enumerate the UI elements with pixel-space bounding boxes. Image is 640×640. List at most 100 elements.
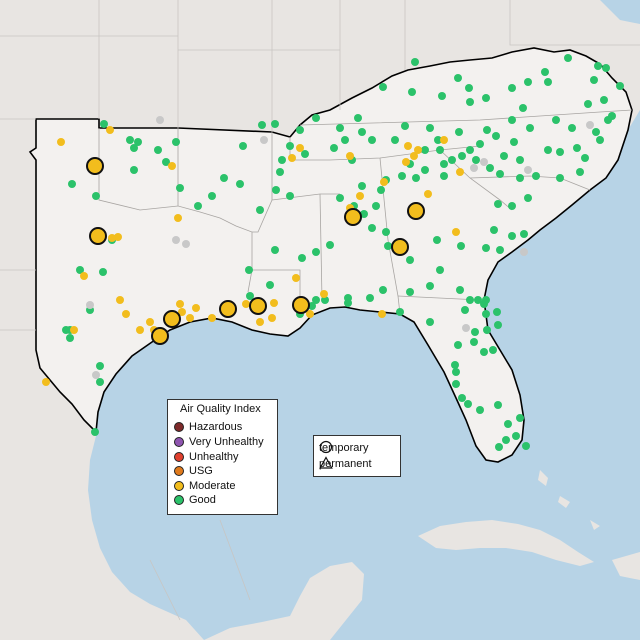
monitor-marker-good[interactable] bbox=[76, 266, 84, 274]
monitor-marker-good[interactable] bbox=[556, 148, 564, 156]
monitor-marker-good[interactable] bbox=[552, 116, 560, 124]
monitor-marker-good[interactable] bbox=[382, 228, 390, 236]
monitor-marker-moderate[interactable] bbox=[270, 299, 278, 307]
monitor-marker-moderate[interactable] bbox=[114, 233, 122, 241]
monitor-marker-good[interactable] bbox=[456, 286, 464, 294]
monitor-marker-moderate[interactable] bbox=[116, 296, 124, 304]
monitor-marker-good[interactable] bbox=[519, 104, 527, 112]
monitor-marker-good[interactable] bbox=[126, 136, 134, 144]
monitor-marker-good[interactable] bbox=[406, 288, 414, 296]
monitor-marker-good[interactable] bbox=[172, 138, 180, 146]
monitor-marker-good[interactable] bbox=[510, 138, 518, 146]
monitor-marker-nodata[interactable] bbox=[260, 136, 268, 144]
monitor-marker-good[interactable] bbox=[298, 254, 306, 262]
monitor-marker-good[interactable] bbox=[458, 394, 466, 402]
monitor-marker-good[interactable] bbox=[96, 362, 104, 370]
monitor-marker-good[interactable] bbox=[596, 136, 604, 144]
monitor-marker-good[interactable] bbox=[256, 206, 264, 214]
monitor-marker-good[interactable] bbox=[466, 98, 474, 106]
monitor-marker-moderate[interactable] bbox=[178, 308, 186, 316]
monitor-marker-good[interactable] bbox=[408, 88, 416, 96]
monitor-marker-good[interactable] bbox=[162, 158, 170, 166]
monitor-marker-good[interactable] bbox=[440, 160, 448, 168]
monitor-marker-good[interactable] bbox=[452, 380, 460, 388]
monitor-marker-good[interactable] bbox=[296, 126, 304, 134]
monitor-marker-good[interactable] bbox=[379, 286, 387, 294]
monitor-marker-good[interactable] bbox=[321, 296, 329, 304]
monitor-marker-good[interactable] bbox=[366, 294, 374, 302]
monitor-marker-good[interactable] bbox=[286, 192, 294, 200]
monitor-marker-good[interactable] bbox=[438, 92, 446, 100]
monitor-marker-good[interactable] bbox=[360, 210, 368, 218]
monitor-marker-moderate[interactable] bbox=[288, 154, 296, 162]
monitor-marker-good[interactable] bbox=[272, 186, 280, 194]
monitor-marker-good[interactable] bbox=[496, 170, 504, 178]
monitor-marker-good[interactable] bbox=[336, 194, 344, 202]
monitor-marker-good[interactable] bbox=[494, 401, 502, 409]
monitor-marker-good[interactable] bbox=[564, 54, 572, 62]
monitor-marker-nodata[interactable] bbox=[470, 164, 478, 172]
monitor-marker-good[interactable] bbox=[464, 400, 472, 408]
monitor-marker-moderate[interactable] bbox=[174, 214, 182, 222]
monitor-marker-good[interactable] bbox=[512, 432, 520, 440]
monitor-marker-good[interactable] bbox=[99, 268, 107, 276]
monitor-marker-good[interactable] bbox=[406, 256, 414, 264]
monitor-marker-moderate[interactable] bbox=[186, 314, 194, 322]
monitor-marker-moderate[interactable] bbox=[108, 234, 116, 242]
temporary-monitor-marker-moderate[interactable] bbox=[391, 238, 409, 256]
monitor-marker-good[interactable] bbox=[92, 192, 100, 200]
monitor-marker-good[interactable] bbox=[524, 194, 532, 202]
monitor-marker-moderate[interactable] bbox=[256, 318, 264, 326]
monitor-marker-good[interactable] bbox=[421, 146, 429, 154]
monitor-marker-moderate[interactable] bbox=[268, 314, 276, 322]
monitor-marker-good[interactable] bbox=[522, 442, 530, 450]
monitor-marker-moderate[interactable] bbox=[292, 274, 300, 282]
monitor-marker-moderate[interactable] bbox=[242, 300, 250, 308]
monitor-marker-good[interactable] bbox=[426, 282, 434, 290]
monitor-marker-good[interactable] bbox=[412, 174, 420, 182]
monitor-marker-good[interactable] bbox=[368, 224, 376, 232]
monitor-marker-moderate[interactable] bbox=[146, 318, 154, 326]
monitor-marker-good[interactable] bbox=[476, 140, 484, 148]
monitor-marker-good[interactable] bbox=[471, 328, 479, 336]
monitor-marker-good[interactable] bbox=[482, 310, 490, 318]
monitor-marker-good[interactable] bbox=[573, 144, 581, 152]
monitor-marker-nodata[interactable] bbox=[86, 301, 94, 309]
monitor-marker-good[interactable] bbox=[474, 296, 482, 304]
monitor-marker-good[interactable] bbox=[330, 144, 338, 152]
monitor-marker-good[interactable] bbox=[426, 124, 434, 132]
monitor-marker-good[interactable] bbox=[208, 192, 216, 200]
monitor-marker-good[interactable] bbox=[466, 146, 474, 154]
monitor-marker-moderate[interactable] bbox=[136, 326, 144, 334]
monitor-marker-good[interactable] bbox=[358, 128, 366, 136]
monitor-marker-good[interactable] bbox=[508, 84, 516, 92]
temporary-monitor-marker-moderate[interactable] bbox=[86, 157, 104, 175]
monitor-marker-good[interactable] bbox=[411, 58, 419, 66]
monitor-marker-good[interactable] bbox=[604, 116, 612, 124]
monitor-marker-good[interactable] bbox=[312, 248, 320, 256]
monitor-marker-good[interactable] bbox=[472, 156, 480, 164]
monitor-marker-good[interactable] bbox=[581, 154, 589, 162]
monitor-marker-good[interactable] bbox=[286, 142, 294, 150]
monitor-marker-good[interactable] bbox=[602, 64, 610, 72]
monitor-marker-good[interactable] bbox=[398, 172, 406, 180]
monitor-marker-good[interactable] bbox=[452, 368, 460, 376]
monitor-marker-good[interactable] bbox=[100, 120, 108, 128]
monitor-marker-good[interactable] bbox=[476, 406, 484, 414]
temporary-monitor-marker-moderate[interactable] bbox=[407, 202, 425, 220]
monitor-marker-good[interactable] bbox=[368, 136, 376, 144]
monitor-marker-good[interactable] bbox=[516, 156, 524, 164]
monitor-marker-good[interactable] bbox=[194, 202, 202, 210]
monitor-marker-good[interactable] bbox=[508, 232, 516, 240]
monitor-marker-good[interactable] bbox=[336, 124, 344, 132]
monitor-marker-good[interactable] bbox=[236, 180, 244, 188]
monitor-marker-good[interactable] bbox=[96, 378, 104, 386]
monitor-marker-good[interactable] bbox=[379, 83, 387, 91]
monitor-marker-moderate[interactable] bbox=[378, 310, 386, 318]
monitor-marker-moderate[interactable] bbox=[346, 152, 354, 160]
monitor-marker-moderate[interactable] bbox=[356, 192, 364, 200]
monitor-marker-nodata[interactable] bbox=[172, 236, 180, 244]
monitor-marker-good[interactable] bbox=[354, 114, 362, 122]
monitor-marker-good[interactable] bbox=[568, 124, 576, 132]
